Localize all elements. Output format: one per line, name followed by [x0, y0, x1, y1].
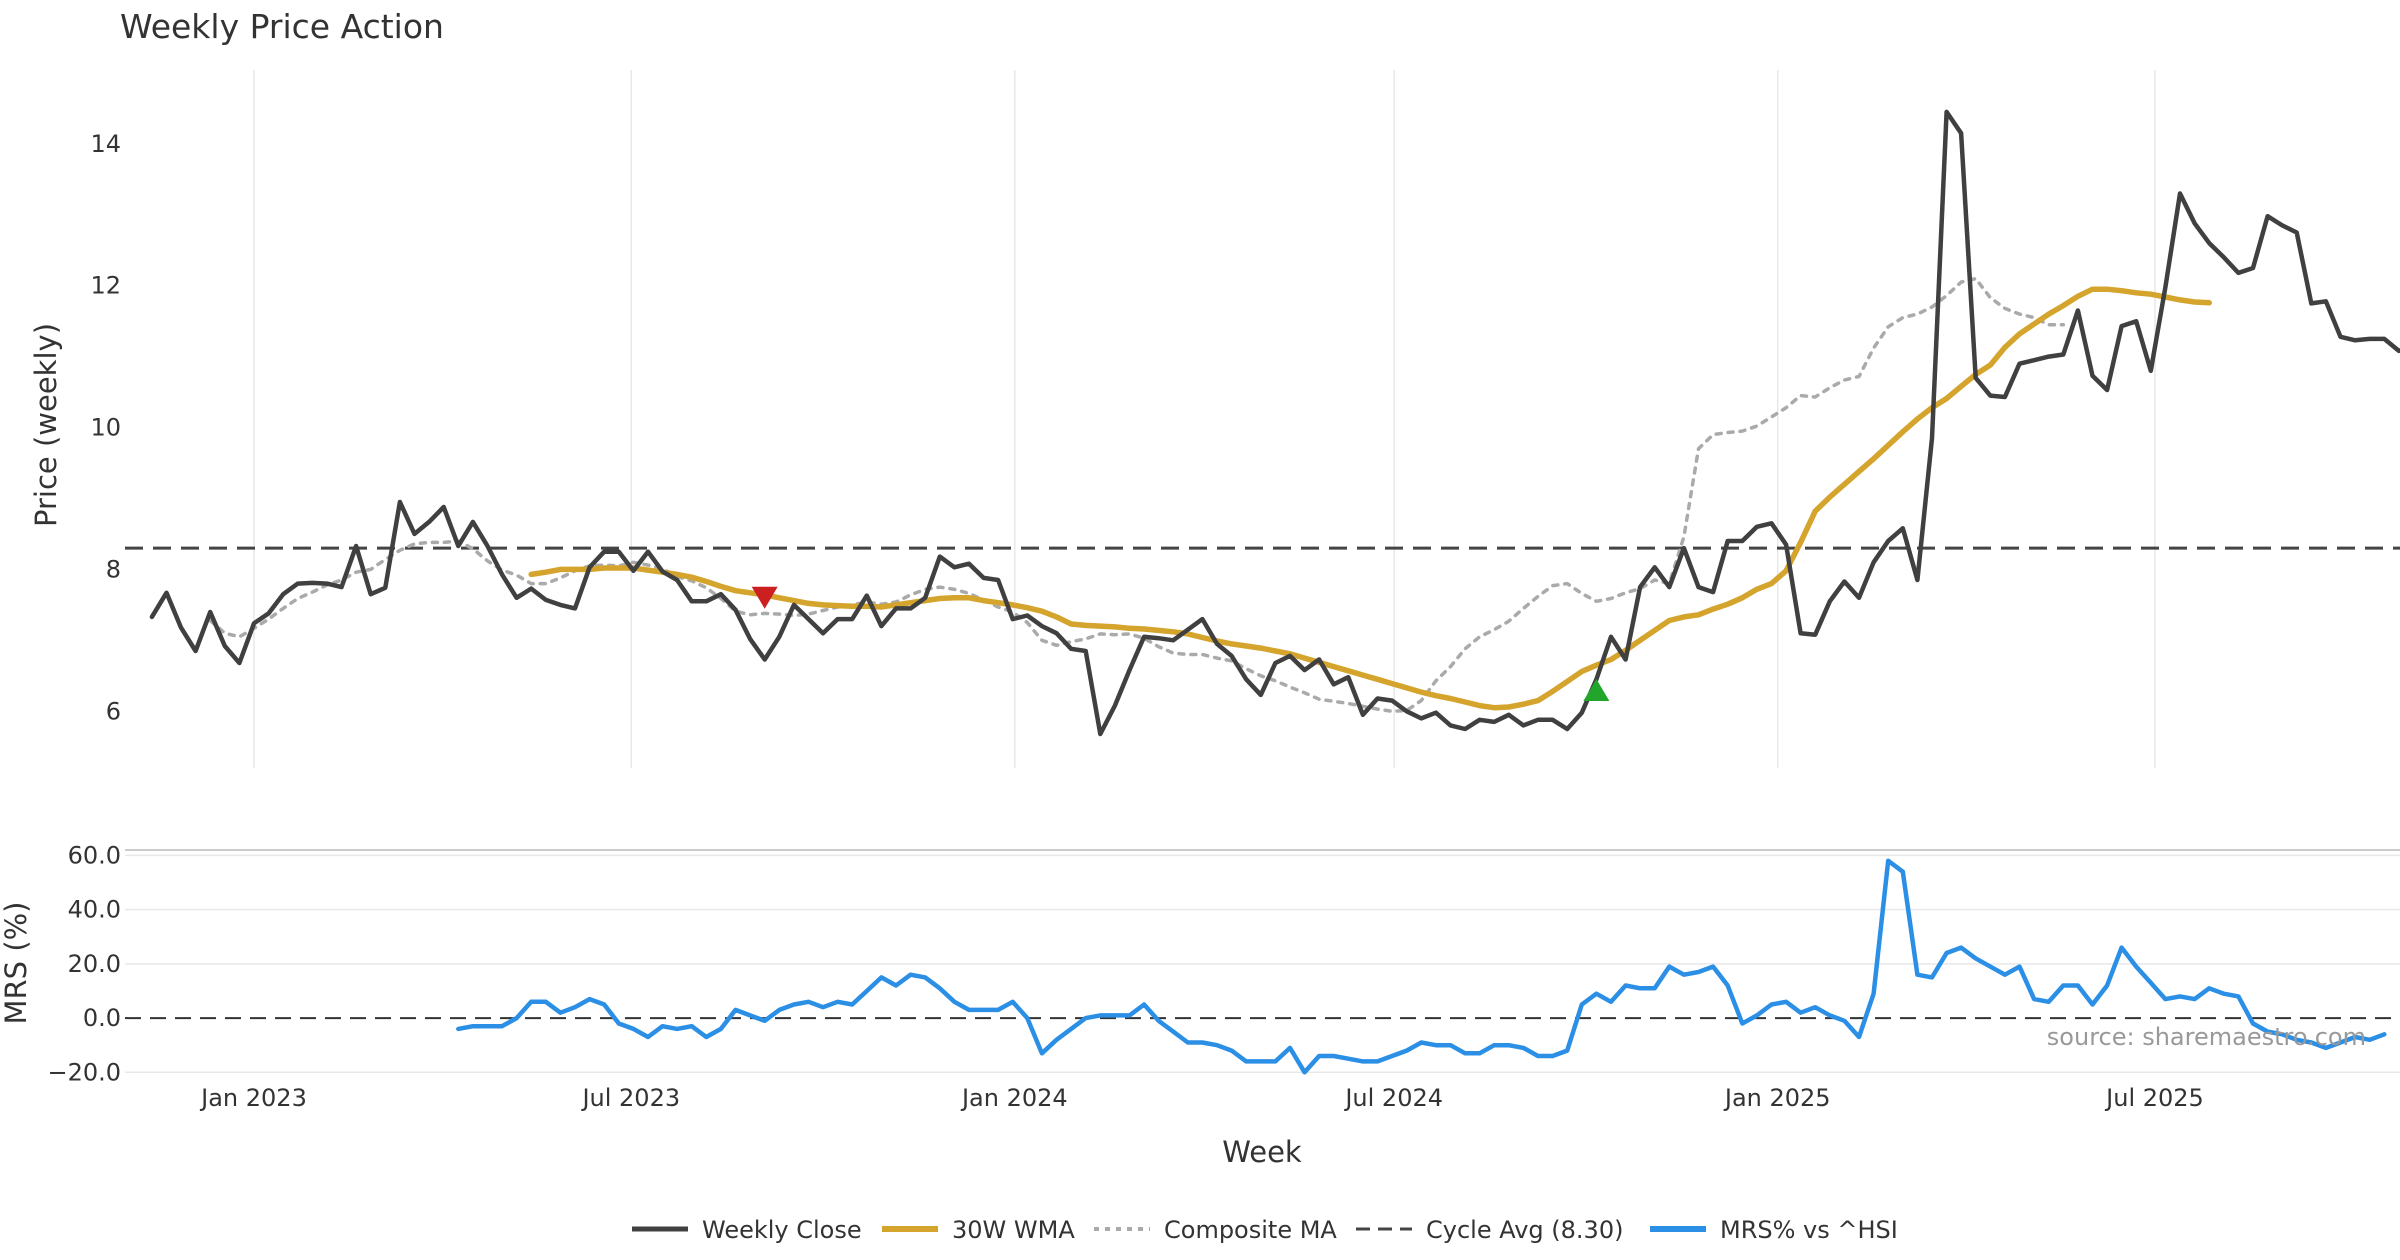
- mrs-y-tick-label: −20.0: [47, 1058, 121, 1086]
- price-y-tick-label: 8: [106, 555, 121, 583]
- mrs-grid: [125, 854, 2400, 1074]
- mrs-y-ticks: 60.0 40.0 20.0 0.0 −20.0: [47, 841, 121, 1086]
- x-tick-label: Jul 2024: [1343, 1084, 1443, 1112]
- mrs-y-axis-title: MRS (%): [0, 902, 33, 1025]
- source-note: source: sharemaestro.com: [2047, 1023, 2366, 1051]
- x-axis-title: Week: [1222, 1135, 1302, 1169]
- legend-composite-ma-label: Composite MA: [1164, 1216, 1337, 1244]
- buy-signal-marker: [1583, 678, 1610, 701]
- mrs-y-tick-label: 60.0: [68, 841, 121, 869]
- price-grid: [253, 70, 2156, 768]
- x-tick-label: Jan 2024: [960, 1084, 1068, 1112]
- x-tick-label: Jul 2023: [580, 1084, 680, 1112]
- mrs-series-layer: [456, 858, 2387, 1075]
- signal-markers: [751, 586, 1610, 701]
- legend-cycle-avg-label: Cycle Avg (8.30): [1426, 1216, 1623, 1244]
- legend-wma-30w-label: 30W WMA: [952, 1216, 1075, 1244]
- x-tick-label: Jul 2025: [2104, 1084, 2204, 1112]
- wma-30w-line: [528, 286, 2212, 711]
- chart-title: Weekly Price Action: [120, 7, 444, 46]
- weekly-close-line: [149, 109, 2400, 737]
- sell-signal-marker: [751, 586, 778, 609]
- price-y-tick-label: 10: [90, 414, 121, 442]
- price-series-layer: [125, 109, 2400, 737]
- mrs-y-tick-label: 20.0: [68, 950, 121, 978]
- price-y-tick-label: 14: [90, 130, 121, 158]
- price-y-ticks: 6 8 10 12 14: [90, 130, 121, 725]
- x-tick-label: Jan 2025: [1723, 1084, 1831, 1112]
- legend: Weekly Close 30W WMA Composite MA Cycle Avg…: [632, 1216, 1898, 1244]
- x-tick-label: Jan 2023: [199, 1084, 307, 1112]
- mrs-line: [456, 858, 2387, 1075]
- legend-weekly-close-label: Weekly Close: [702, 1216, 862, 1244]
- composite-ma-line: [208, 276, 2066, 714]
- price-y-tick-label: 12: [90, 272, 121, 300]
- mrs-y-tick-label: 40.0: [68, 896, 121, 924]
- price-y-axis-title: Price (weekly): [29, 323, 63, 527]
- price-y-tick-label: 6: [106, 697, 121, 725]
- legend-mrs-label: MRS% vs ^HSI: [1720, 1216, 1898, 1244]
- x-ticks: Jan 2023 Jul 2023 Jan 2024 Jul 2024 Jan 2025…: [199, 1084, 2204, 1112]
- mrs-y-tick-label: 0.0: [83, 1004, 121, 1032]
